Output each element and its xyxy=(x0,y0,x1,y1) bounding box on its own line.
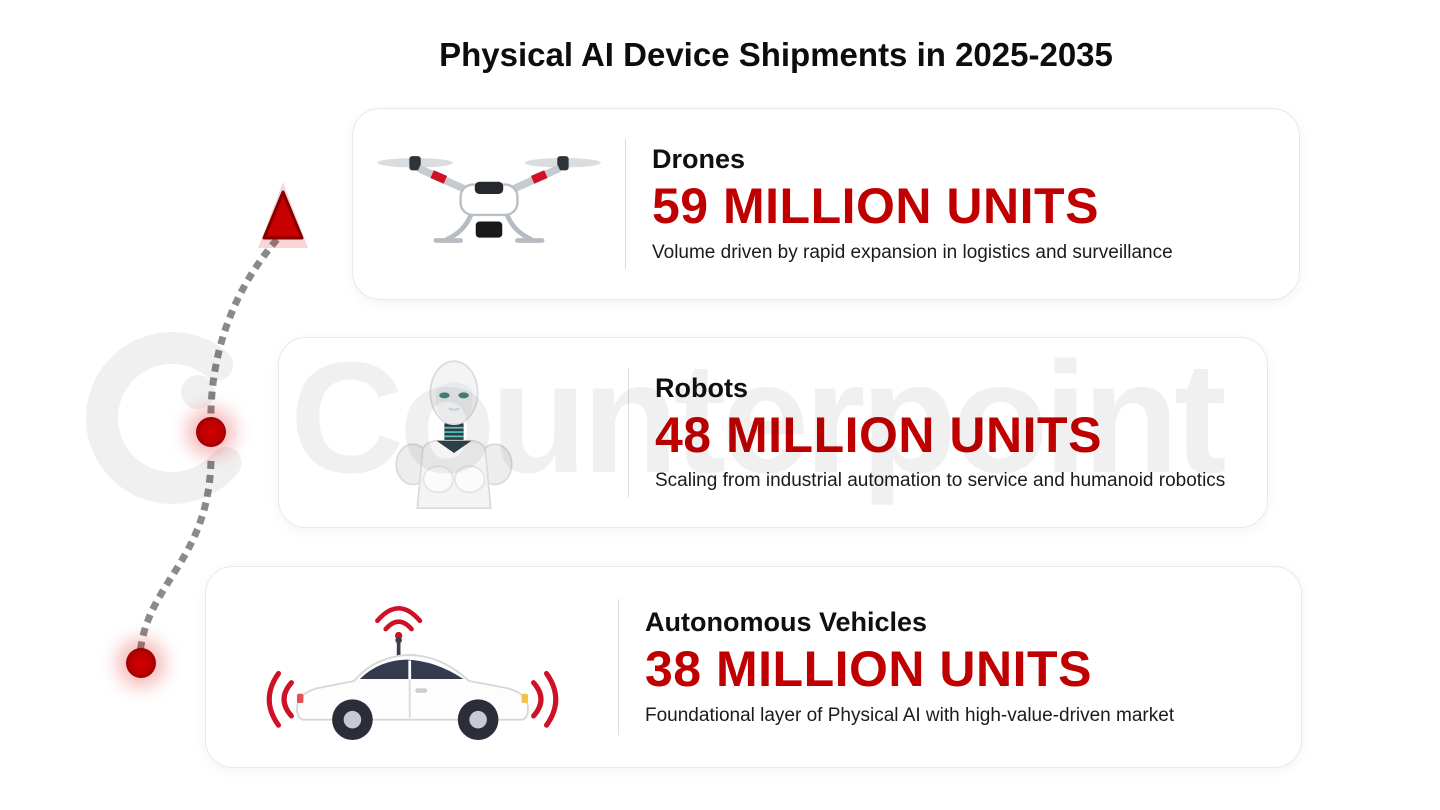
flow-dot-bottom xyxy=(126,648,156,678)
card-drones: Drones 59 MILLION UNITS Volume driven by… xyxy=(352,108,1300,300)
robot-icon-zone xyxy=(279,338,628,527)
card-description: Volume driven by rapid expansion in logi… xyxy=(652,241,1173,263)
card-autonomous-vehicles: Autonomous Vehicles 38 MILLION UNITS Fou… xyxy=(205,566,1302,768)
card-divider xyxy=(628,368,629,497)
drone-icon-zone xyxy=(353,109,625,299)
autonomous-vehicle-icon xyxy=(266,606,558,741)
card-text: Autonomous Vehicles 38 MILLION UNITS Fou… xyxy=(619,607,1174,727)
card-text: Drones 59 MILLION UNITS Volume driven by… xyxy=(626,144,1173,264)
card-value: 48 MILLION UNITS xyxy=(655,406,1102,463)
card-value: 59 MILLION UNITS xyxy=(652,178,1099,235)
flow-dot-middle xyxy=(196,417,226,447)
card-robots: Robots 48 MILLION UNITS Scaling from ind… xyxy=(278,337,1268,528)
card-value: 38 MILLION UNITS xyxy=(645,641,1092,698)
watermark-logo-icon xyxy=(86,332,258,504)
autonomous-vehicle-icon-zone xyxy=(206,567,618,767)
flow-path-lower-segment xyxy=(136,448,215,651)
card-name: Autonomous Vehicles xyxy=(645,607,928,638)
card-description: Foundational layer of Physical AI with h… xyxy=(645,704,1175,726)
card-divider xyxy=(625,139,626,269)
drone-icon xyxy=(377,156,601,243)
flow-path-upper-segment xyxy=(207,231,285,414)
robot-icon xyxy=(394,360,513,509)
card-name: Drones xyxy=(652,144,746,175)
card-name: Robots xyxy=(655,372,748,403)
card-divider xyxy=(618,599,619,735)
page-title: Physical AI Device Shipments in 2025-203… xyxy=(439,36,1113,73)
card-text: Robots 48 MILLION UNITS Scaling from ind… xyxy=(629,373,1225,493)
arrow-glow xyxy=(258,182,308,248)
card-description: Scaling from industrial automation to se… xyxy=(655,470,1226,492)
arrow-up-icon xyxy=(262,190,304,240)
